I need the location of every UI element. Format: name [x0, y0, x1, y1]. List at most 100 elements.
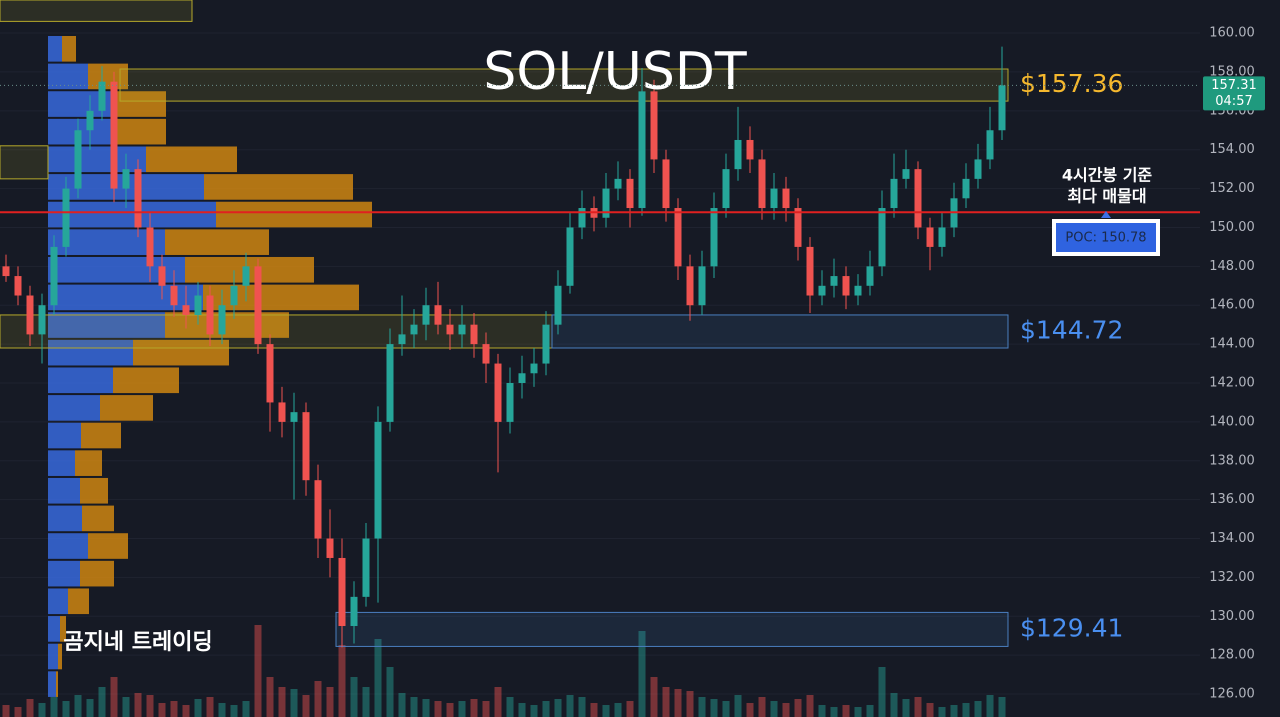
volume-bar [638, 631, 646, 717]
current-price-box [1203, 76, 1265, 111]
volume-bar [986, 695, 994, 717]
candle-body [986, 130, 994, 160]
candle-body [554, 285, 562, 325]
volume-bar [614, 703, 622, 717]
volume-bar [782, 703, 790, 717]
candle-body [134, 169, 142, 228]
volume-bar [722, 701, 730, 717]
volume-bar [746, 703, 754, 717]
volume-bar [854, 707, 862, 717]
candle-body [230, 285, 238, 306]
volume-bar [770, 701, 778, 717]
volume-bar [758, 697, 766, 717]
volume-bar [794, 699, 802, 717]
candle-body [122, 169, 130, 189]
profile-buy [48, 616, 60, 642]
volume-bar [386, 667, 394, 717]
y-tick-label: 146.00 [1209, 298, 1255, 313]
volume-bar [86, 699, 94, 717]
candle-body [254, 266, 262, 345]
volume-bar [602, 705, 610, 717]
candle-body [14, 276, 22, 296]
volume-bar [530, 705, 538, 717]
profile-buy [48, 505, 82, 532]
profile-buy [48, 339, 133, 366]
volume-bar [674, 689, 682, 717]
candle-body [542, 324, 550, 364]
candle-body [902, 169, 910, 179]
volume-bar [110, 677, 118, 717]
candle-body [722, 169, 730, 209]
profile-sell [100, 395, 153, 421]
candle-body [2, 266, 10, 277]
candle-body [86, 110, 94, 131]
volume-bar [914, 697, 922, 717]
volume-bar [866, 705, 874, 717]
candle-body [374, 421, 382, 539]
profile-sell [88, 533, 128, 559]
profile-sell [68, 588, 89, 615]
volume-bar [266, 677, 274, 717]
volume-bar [314, 681, 322, 717]
volume-bar [26, 699, 34, 717]
volume-bar [278, 687, 286, 717]
volume-bar [818, 705, 826, 717]
volume-bar [590, 703, 598, 717]
profile-buy [48, 146, 146, 173]
candle-body [410, 324, 418, 335]
profile-sell [60, 616, 66, 642]
volume-bar [98, 687, 106, 717]
candle-body [50, 246, 58, 306]
volume-bar [434, 701, 442, 717]
candle-body [602, 188, 610, 218]
y-tick-label: 130.00 [1209, 609, 1255, 624]
candle-body [338, 557, 346, 627]
volume-bar [926, 703, 934, 717]
candle-body [26, 295, 34, 335]
profile-buy [48, 284, 203, 311]
candle-body [566, 227, 574, 286]
volume-bar [422, 699, 430, 717]
candle-body [854, 285, 862, 296]
candle-layer [2, 46, 1006, 648]
candle-body [314, 480, 322, 539]
candle-body [218, 305, 226, 335]
volume-bar [290, 689, 298, 717]
volume-bar [458, 701, 466, 717]
candle-body [434, 305, 442, 325]
profile-buy [48, 395, 100, 421]
volume-bar [710, 699, 718, 717]
y-tick-label: 158.00 [1209, 64, 1255, 79]
volume-bar [518, 703, 526, 717]
candle-body [266, 344, 274, 403]
profile-buy [48, 312, 165, 338]
volume-bar [134, 693, 142, 717]
profile-sell [75, 450, 102, 476]
profile-sell [146, 146, 237, 173]
candle-body [890, 178, 898, 209]
profile-sell [56, 671, 58, 697]
y-tick-label: 136.00 [1209, 492, 1255, 507]
annotation: 최다 매물대 [1067, 187, 1146, 206]
candle-body [866, 266, 874, 286]
y-tick-label: 128.00 [1209, 648, 1255, 663]
y-tick-label: 140.00 [1209, 414, 1255, 429]
candle-body [878, 208, 886, 267]
candle-body [62, 188, 70, 247]
volume-bar [974, 701, 982, 717]
candle-body [194, 295, 202, 315]
y-tick-label: 126.00 [1209, 687, 1255, 702]
zone-label: $144.72 [1020, 315, 1123, 344]
candle-body [206, 295, 214, 335]
volume-bar [878, 667, 886, 717]
profile-sell [165, 229, 269, 255]
candle-body [758, 159, 766, 209]
volume-bar [554, 699, 562, 717]
candle-body [830, 276, 838, 286]
volume-bar [542, 701, 550, 717]
candle-body [278, 402, 286, 422]
candle-body [482, 344, 490, 364]
candle-body [638, 91, 646, 209]
candle-body [182, 305, 190, 315]
